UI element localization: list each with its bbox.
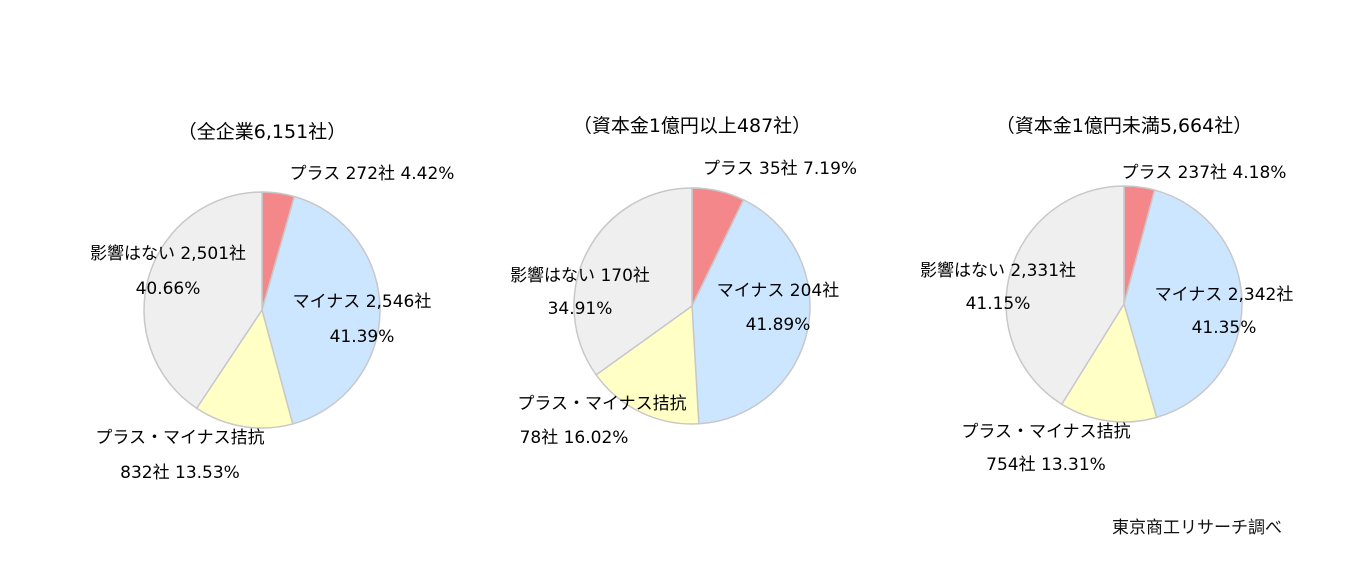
slice-label-plus: プラス 272社 4.42% xyxy=(290,164,455,184)
pie-chart-3: （資本金1億円未満5,664社） プラス 237社 4.18% マイナス 2,342… xyxy=(920,115,1293,475)
pie-slice-none xyxy=(1005,185,1125,406)
slice-label-none: 34.91% xyxy=(548,299,613,319)
slice-label-minus: マイナス 2,342社 xyxy=(1155,285,1294,305)
pie-chart-1: （全企業6,151社） プラス 272社 4.42% マイナス 2,546社 41.3… xyxy=(90,121,455,483)
slice-label-minus: 41.39% xyxy=(330,327,395,347)
pie-slice-both xyxy=(195,308,294,429)
pie-slice-none xyxy=(143,191,263,410)
pie-slice-both xyxy=(1060,302,1158,423)
slice-label-none: 41.15% xyxy=(966,294,1031,314)
slice-label-none: 影響はない 2,331社 xyxy=(920,261,1076,281)
slice-label-plus: プラス 237社 4.18% xyxy=(1122,163,1287,183)
pie-slice-both xyxy=(595,304,700,425)
slice-label-plus: プラス 35社 7.19% xyxy=(703,159,857,179)
slice-label-both: プラス・マイナス拮抗 xyxy=(961,422,1130,442)
slice-label-none: 影響はない 2,501社 xyxy=(90,244,246,264)
slice-label-both: 754社 13.31% xyxy=(986,455,1106,475)
pie-slice-minus xyxy=(261,195,381,425)
slice-label-both: プラス・マイナス拮抗 xyxy=(517,394,686,414)
chart-title: （資本金1億円未満5,664社） xyxy=(996,115,1252,137)
slice-label-minus: 41.89% xyxy=(746,315,811,335)
slice-label-none: 影響はない 170社 xyxy=(510,266,650,286)
slice-label-minus: マイナス 2,546社 xyxy=(293,292,432,312)
source-note: 東京商工リサーチ調べ xyxy=(1112,518,1282,538)
pie-slice-minus xyxy=(1123,189,1243,419)
pie-slice-minus xyxy=(691,198,811,425)
slice-label-minus: 41.35% xyxy=(1192,318,1257,338)
slice-label-none: 40.66% xyxy=(136,279,201,299)
slice-label-both: プラス・マイナス拮抗 xyxy=(95,428,264,448)
pie-chart-2: （資本金1億円以上487社） プラス 35社 7.19% マイナス 204社 41.8… xyxy=(510,115,857,448)
chart-title: （全企業6,151社） xyxy=(178,121,346,143)
chart-title: （資本金1億円以上487社） xyxy=(573,115,811,137)
slice-label-both: 78社 16.02% xyxy=(520,428,629,448)
slice-label-both: 832社 13.53% xyxy=(120,463,240,483)
slice-label-minus: マイナス 204社 xyxy=(717,281,840,301)
pie-slice-none xyxy=(573,187,693,376)
